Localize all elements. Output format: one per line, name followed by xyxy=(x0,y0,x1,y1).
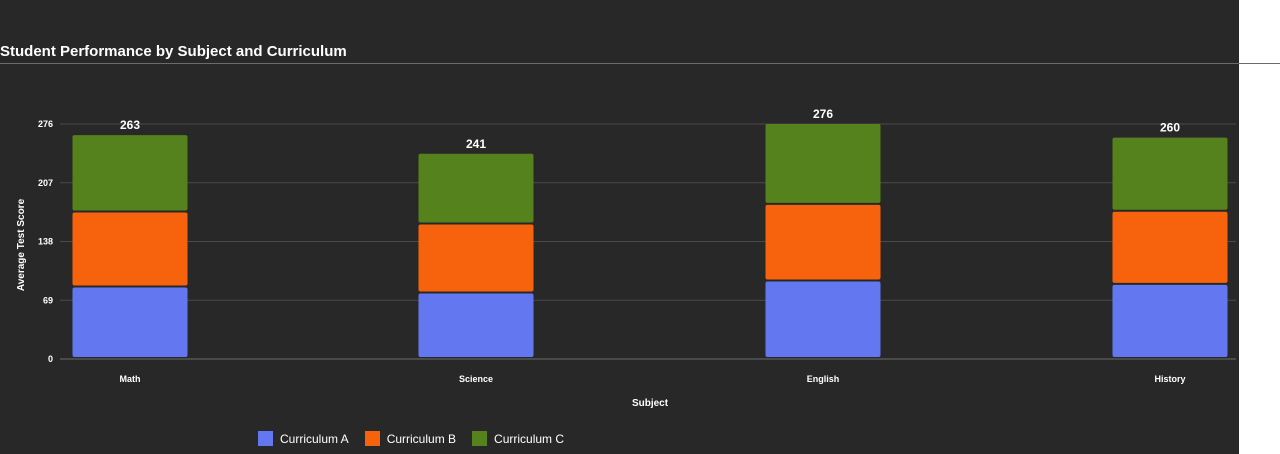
x-tick-label: History xyxy=(1154,374,1185,384)
x-axis-ticks: Math Science English History xyxy=(120,374,1186,384)
legend-label: Curriculum B xyxy=(386,431,457,446)
total-labels: 263 241 276 260 xyxy=(120,107,1180,151)
x-tick-label: Science xyxy=(459,374,493,384)
x-axis-title: Subject xyxy=(632,398,669,409)
x-tick-label: English xyxy=(807,374,840,384)
bar-stacks xyxy=(72,124,1228,357)
bar-segment xyxy=(418,293,534,357)
bar-segment xyxy=(418,224,534,292)
legend: Curriculum A Curriculum B Curriculum C xyxy=(258,431,564,446)
y-axis-ticks: 0 69 138 207 276 xyxy=(38,119,53,364)
legend-swatch xyxy=(364,431,380,446)
bar-segment xyxy=(72,212,188,286)
legend-item: Curriculum C xyxy=(472,431,564,446)
legend-label: Curriculum C xyxy=(494,431,565,446)
y-axis-title: Average Test Score xyxy=(16,198,27,291)
x-tick-label: Math xyxy=(120,374,141,384)
bar-segment xyxy=(1112,137,1228,210)
grid-lines xyxy=(60,123,1236,360)
y-tick-label: 276 xyxy=(38,119,53,129)
legend-swatch xyxy=(472,431,488,446)
total-label: 263 xyxy=(120,118,140,132)
bar-segment xyxy=(72,287,188,357)
legend-label: Curriculum A xyxy=(280,431,349,446)
bar-segment xyxy=(765,281,881,357)
bar-segment xyxy=(1112,284,1228,357)
title-divider xyxy=(0,63,1280,64)
chart-canvas: 0 69 138 207 276 263 241 276 260 Math Science Eng… xyxy=(16,107,1236,409)
total-label: 276 xyxy=(813,107,833,121)
bar-segment xyxy=(1112,211,1228,283)
y-tick-label: 138 xyxy=(38,237,53,247)
legend-item: Curriculum B xyxy=(364,431,457,446)
y-tick-label: 0 xyxy=(48,354,53,364)
bar-segment xyxy=(72,135,188,211)
bar-segment xyxy=(765,204,881,280)
y-tick-label: 69 xyxy=(43,295,53,305)
y-tick-label: 207 xyxy=(38,178,53,188)
total-label: 260 xyxy=(1160,121,1180,135)
total-label: 241 xyxy=(466,137,486,151)
legend-swatch xyxy=(258,431,273,446)
bar-segment xyxy=(418,153,534,223)
legend-item: Curriculum A xyxy=(258,431,349,446)
chart-title: Student Performance by Subject and Curri… xyxy=(0,43,347,60)
bar-segment xyxy=(765,124,881,203)
